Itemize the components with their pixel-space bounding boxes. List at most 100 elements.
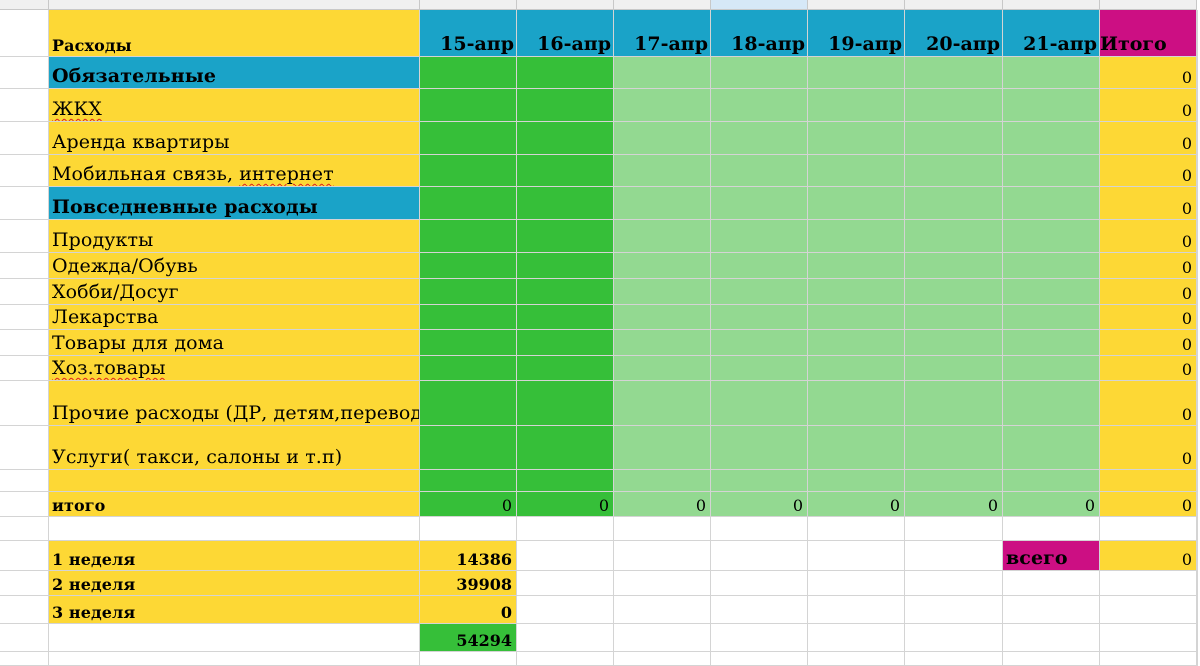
day-value-cell[interactable] [808, 330, 905, 356]
empty-cell[interactable] [1197, 571, 1198, 596]
empty-cell[interactable] [1003, 517, 1100, 541]
day-sum-cell[interactable]: 0 [808, 492, 905, 517]
row-total-cell[interactable]: 0 [1100, 426, 1197, 470]
column-header[interactable] [1100, 0, 1197, 10]
date-header-3[interactable]: 17-апр [614, 10, 711, 57]
day-value-cell[interactable] [1003, 470, 1100, 492]
day-value-cell[interactable] [711, 381, 808, 426]
day-value-cell[interactable] [711, 426, 808, 470]
empty-cell[interactable] [1100, 571, 1197, 596]
day-value-cell[interactable] [905, 426, 1003, 470]
empty-cell[interactable] [1100, 596, 1197, 624]
empty-cell[interactable] [1197, 492, 1198, 517]
day-value-cell[interactable] [420, 187, 517, 220]
empty-cell[interactable] [905, 571, 1003, 596]
day-value-cell[interactable] [1003, 279, 1100, 305]
day-value-cell[interactable] [711, 330, 808, 356]
day-value-cell[interactable] [1003, 57, 1100, 89]
empty-cell[interactable] [1197, 89, 1198, 122]
day-value-cell[interactable] [517, 305, 614, 330]
vsego-label[interactable]: всего [1003, 541, 1100, 571]
row-number-cell[interactable] [0, 541, 49, 571]
date-header-4[interactable]: 18-апр [711, 10, 808, 57]
day-value-cell[interactable] [808, 279, 905, 305]
day-value-cell[interactable] [1003, 187, 1100, 220]
empty-cell[interactable] [905, 624, 1003, 652]
day-value-cell[interactable] [711, 253, 808, 279]
row-label[interactable]: Товары для дома [49, 330, 420, 356]
empty-cell[interactable] [1100, 652, 1197, 666]
day-value-cell[interactable] [808, 426, 905, 470]
column-header[interactable] [1003, 0, 1100, 10]
empty-cell[interactable] [905, 596, 1003, 624]
empty-cell[interactable] [517, 652, 614, 666]
empty-cell[interactable] [517, 624, 614, 652]
row-total-cell[interactable]: 0 [1100, 330, 1197, 356]
week-value[interactable]: 39908 [420, 571, 517, 596]
day-value-cell[interactable] [1003, 381, 1100, 426]
day-value-cell[interactable] [420, 155, 517, 187]
day-value-cell[interactable] [808, 305, 905, 330]
row-number-cell[interactable] [0, 571, 49, 596]
week-value[interactable]: 0 [420, 596, 517, 624]
day-value-cell[interactable] [1003, 305, 1100, 330]
row-number-cell[interactable] [0, 279, 49, 305]
week-label[interactable]: 3 неделя [49, 596, 420, 624]
empty-cell[interactable] [1197, 122, 1198, 155]
empty-cell[interactable] [517, 541, 614, 571]
row-number-cell[interactable] [0, 596, 49, 624]
row-number-cell[interactable] [0, 426, 49, 470]
empty-cell[interactable] [1197, 596, 1198, 624]
day-value-cell[interactable] [711, 57, 808, 89]
day-value-cell[interactable] [614, 57, 711, 89]
grand-sum-value[interactable]: 54294 [420, 624, 517, 652]
day-value-cell[interactable] [905, 279, 1003, 305]
day-value-cell[interactable] [420, 279, 517, 305]
empty-cell[interactable] [711, 652, 808, 666]
row-number-cell[interactable] [0, 122, 49, 155]
row-total-cell[interactable]: 0 [1100, 253, 1197, 279]
day-sum-cell[interactable]: 0 [420, 492, 517, 517]
day-sum-cell[interactable]: 0 [517, 492, 614, 517]
empty-cell[interactable] [1197, 381, 1198, 426]
day-value-cell[interactable] [517, 155, 614, 187]
empty-cell[interactable] [808, 596, 905, 624]
day-value-cell[interactable] [905, 381, 1003, 426]
day-sum-cell[interactable]: 0 [1003, 492, 1100, 517]
column-header[interactable] [808, 0, 905, 10]
row-label[interactable]: Одежда/Обувь [49, 253, 420, 279]
day-value-cell[interactable] [1003, 426, 1100, 470]
day-value-cell[interactable] [420, 253, 517, 279]
row-label[interactable]: итого [49, 492, 420, 517]
day-value-cell[interactable] [614, 381, 711, 426]
row-label[interactable]: Аренда квартиры [49, 122, 420, 155]
row-total-cell[interactable]: 0 [1100, 305, 1197, 330]
empty-cell[interactable] [1197, 279, 1198, 305]
empty-cell[interactable] [1100, 624, 1197, 652]
vsego-value[interactable]: 0 [1100, 541, 1197, 571]
day-value-cell[interactable] [711, 89, 808, 122]
empty-cell[interactable] [614, 652, 711, 666]
day-value-cell[interactable] [614, 187, 711, 220]
row-label[interactable]: Повседневные расходы [49, 187, 420, 220]
row-label[interactable]: Продукты [49, 220, 420, 253]
empty-cell[interactable] [1197, 155, 1198, 187]
empty-cell[interactable] [905, 517, 1003, 541]
empty-cell[interactable] [1197, 624, 1198, 652]
day-value-cell[interactable] [905, 155, 1003, 187]
day-sum-cell[interactable]: 0 [711, 492, 808, 517]
row-number-cell[interactable] [0, 89, 49, 122]
empty-cell[interactable] [1003, 624, 1100, 652]
row-number-cell[interactable] [0, 356, 49, 381]
header-label[interactable]: Расходы [49, 10, 420, 57]
row-total-cell[interactable]: 0 [1100, 356, 1197, 381]
row-label[interactable]: Прочие расходы (ДР, детям,переводы) [49, 381, 420, 426]
day-value-cell[interactable] [420, 330, 517, 356]
day-value-cell[interactable] [517, 122, 614, 155]
empty-cell[interactable] [614, 517, 711, 541]
row-total-cell[interactable]: 0 [1100, 381, 1197, 426]
day-value-cell[interactable] [905, 356, 1003, 381]
empty-cell[interactable] [614, 541, 711, 571]
day-sum-cell[interactable]: 0 [905, 492, 1003, 517]
day-value-cell[interactable] [808, 187, 905, 220]
